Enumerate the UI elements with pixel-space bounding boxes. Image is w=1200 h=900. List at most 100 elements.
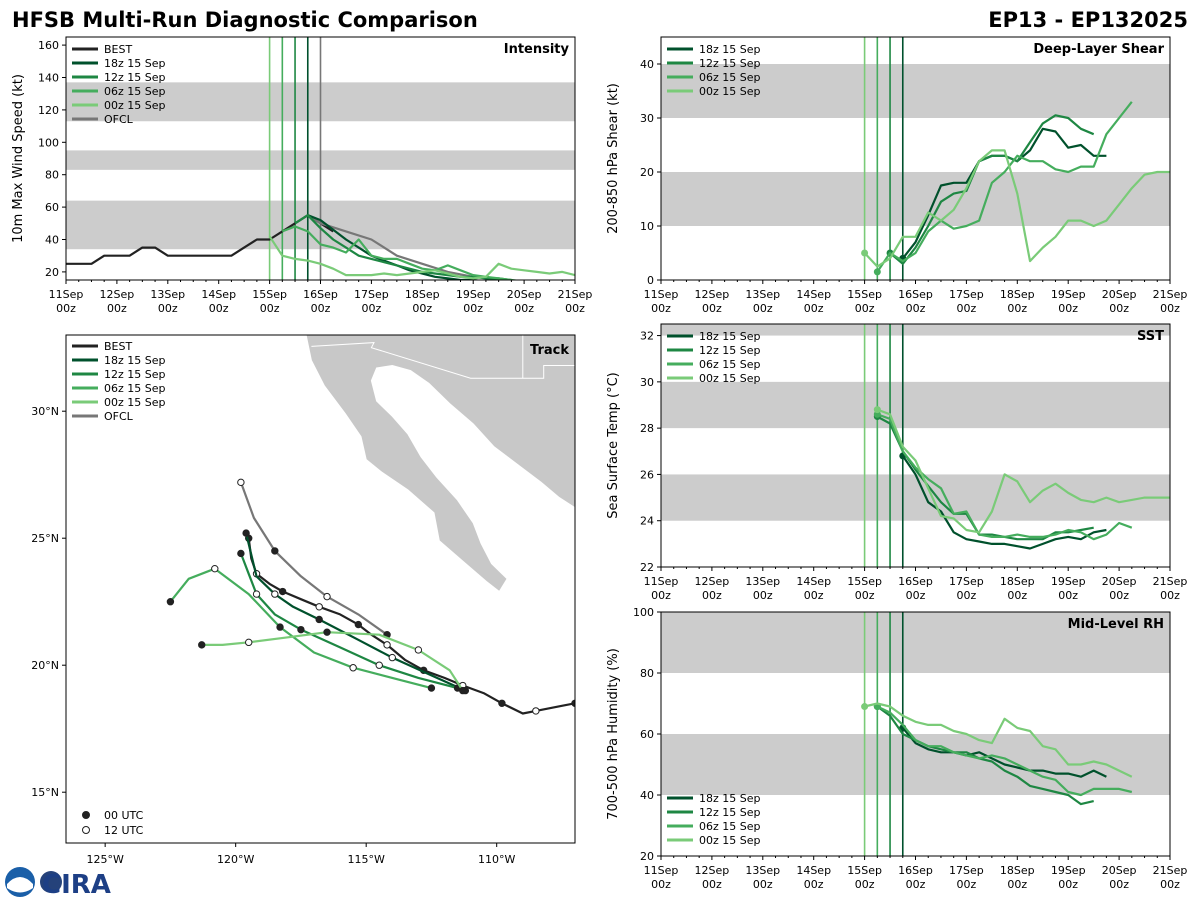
marker-legend-label: 12 UTC xyxy=(104,824,144,837)
track-position-marker xyxy=(459,686,467,695)
x-tick-label: 00z xyxy=(260,302,280,315)
track-panel: 125°W 120°W 115°W 110°W 15°N 20°N 25°N 30°N Trac… xyxy=(31,334,576,866)
threshold-band xyxy=(661,381,1170,429)
y-tick-label: 15°N xyxy=(31,786,59,799)
legend-label: 18z 15 Sep xyxy=(699,43,761,56)
track-position-marker xyxy=(276,623,284,631)
x-tick-label: 13Sep xyxy=(745,864,780,877)
marker-legend-symbol xyxy=(82,826,90,834)
y-tick-label: 20°N xyxy=(31,659,59,672)
track-position-marker xyxy=(245,638,253,647)
x-tick-label: 00z xyxy=(804,302,824,315)
x-tick-label: 00z xyxy=(957,302,977,315)
x-tick-label: 21Sep xyxy=(558,288,593,301)
land-group xyxy=(305,335,575,593)
x-tick-label: 125°W xyxy=(86,853,123,866)
x-tick-label: 11Sep xyxy=(644,288,679,301)
x-tick-label: 00z xyxy=(209,302,229,315)
threshold-band xyxy=(661,172,1170,226)
x-tick-label: 00z xyxy=(1007,589,1027,602)
x-tick-label: 00z xyxy=(1058,302,1078,315)
x-tick-label: 00z xyxy=(753,878,773,891)
legend-label: 00z 15 Sep xyxy=(699,834,761,847)
x-tick-label: 00z xyxy=(651,302,671,315)
track-position-marker xyxy=(498,699,506,707)
series-start-marker xyxy=(873,268,881,276)
legend-label: 12z 15 Sep xyxy=(699,344,761,357)
marker-legend-label: 00 UTC xyxy=(104,809,144,822)
x-tick-label: 17Sep xyxy=(949,288,984,301)
legend-label: 06z 15 Sep xyxy=(699,358,761,371)
x-tick-label: 00z xyxy=(1058,878,1078,891)
y-tick-label: 40 xyxy=(45,234,59,247)
y-tick-label: 60 xyxy=(45,201,59,214)
track-position-marker xyxy=(383,641,391,649)
plot-frame xyxy=(65,334,576,844)
x-tick-label: 120°W xyxy=(217,853,254,866)
x-tick-label: 16Sep xyxy=(898,575,933,588)
x-tick-label: 00z xyxy=(855,878,875,891)
series-group xyxy=(873,406,1170,550)
x-tick-label: 00z xyxy=(906,302,926,315)
x-tick-label: 00z xyxy=(804,589,824,602)
x-tick-label: 00z xyxy=(56,302,76,315)
legend-label: 00z 15 Sep xyxy=(104,99,166,112)
x-tick-label: 18Sep xyxy=(1000,288,1035,301)
x-tick-label: 00z xyxy=(1007,878,1027,891)
y-tick-label: 30 xyxy=(640,112,654,125)
track-position-marker xyxy=(354,620,363,629)
x-tick-label: 13Sep xyxy=(745,575,780,588)
x-tick-label: 00z xyxy=(463,302,483,315)
track-position-marker xyxy=(315,603,323,611)
y-tick-label: 26 xyxy=(640,468,654,481)
x-tick-label: 15Sep xyxy=(847,575,882,588)
x-tick-label: 16Sep xyxy=(898,864,933,877)
x-tick-label: 17Sep xyxy=(949,864,984,877)
x-tick-label: 18Sep xyxy=(1000,575,1035,588)
threshold-band xyxy=(661,612,1170,673)
legend-label: 12z 15 Sep xyxy=(699,806,761,819)
x-tick-label: 115°W xyxy=(347,853,384,866)
y-axis-label: 200-850 hPa Shear (kt) xyxy=(606,83,621,234)
track-line-ofcl xyxy=(239,481,388,636)
track-position-marker xyxy=(237,549,245,558)
legend-label: 06z 15 Sep xyxy=(104,382,166,395)
land-mass xyxy=(305,335,575,593)
y-tick-label: 100 xyxy=(633,606,654,619)
legend-label: 12z 15 Sep xyxy=(699,57,761,70)
track-position-marker xyxy=(315,615,323,624)
track-position-marker xyxy=(323,628,331,636)
legend-label: 18z 15 Sep xyxy=(104,57,166,70)
threshold-band xyxy=(661,64,1170,118)
series-line-00z-15-sep xyxy=(863,149,1170,268)
x-tick-label: 00z xyxy=(158,302,178,315)
threshold-band xyxy=(661,474,1170,521)
rh-panel: 11Sep00z12Sep00z13Sep00z14Sep00z15Sep00z… xyxy=(606,606,1187,891)
x-tick-label: 00z xyxy=(957,589,977,602)
x-tick-label: 12Sep xyxy=(695,575,730,588)
track-position-marker xyxy=(532,707,540,715)
cira-globe-icon xyxy=(40,871,62,893)
legend-label: OFCL xyxy=(104,410,134,423)
y-tick-label: 60 xyxy=(640,728,654,741)
x-tick-label: 00z xyxy=(651,878,671,891)
y-tick-label: 30°N xyxy=(31,405,59,418)
legend-label: 18z 15 Sep xyxy=(699,330,761,343)
panel-title: SST xyxy=(1137,329,1164,344)
y-tick-label: 20 xyxy=(640,166,654,179)
x-tick-label: 19Sep xyxy=(1051,864,1086,877)
y-tick-label: 24 xyxy=(640,515,654,528)
series-line-18z-15-sep xyxy=(901,727,1107,778)
x-tick-label: 21Sep xyxy=(1153,864,1188,877)
x-tick-label: 14Sep xyxy=(796,575,831,588)
x-tick-label: 20Sep xyxy=(1102,288,1137,301)
y-tick-label: 160 xyxy=(38,39,59,52)
x-tick-label: 00z xyxy=(362,302,382,315)
series-line-06z-15-sep xyxy=(876,705,1133,797)
series-line-12z-15-sep xyxy=(876,415,1094,541)
track-position-marker xyxy=(242,529,250,537)
x-tick-label: 00z xyxy=(1160,302,1180,315)
legend-label: 18z 15 Sep xyxy=(699,792,761,805)
y-tick-label: 30 xyxy=(640,376,654,389)
